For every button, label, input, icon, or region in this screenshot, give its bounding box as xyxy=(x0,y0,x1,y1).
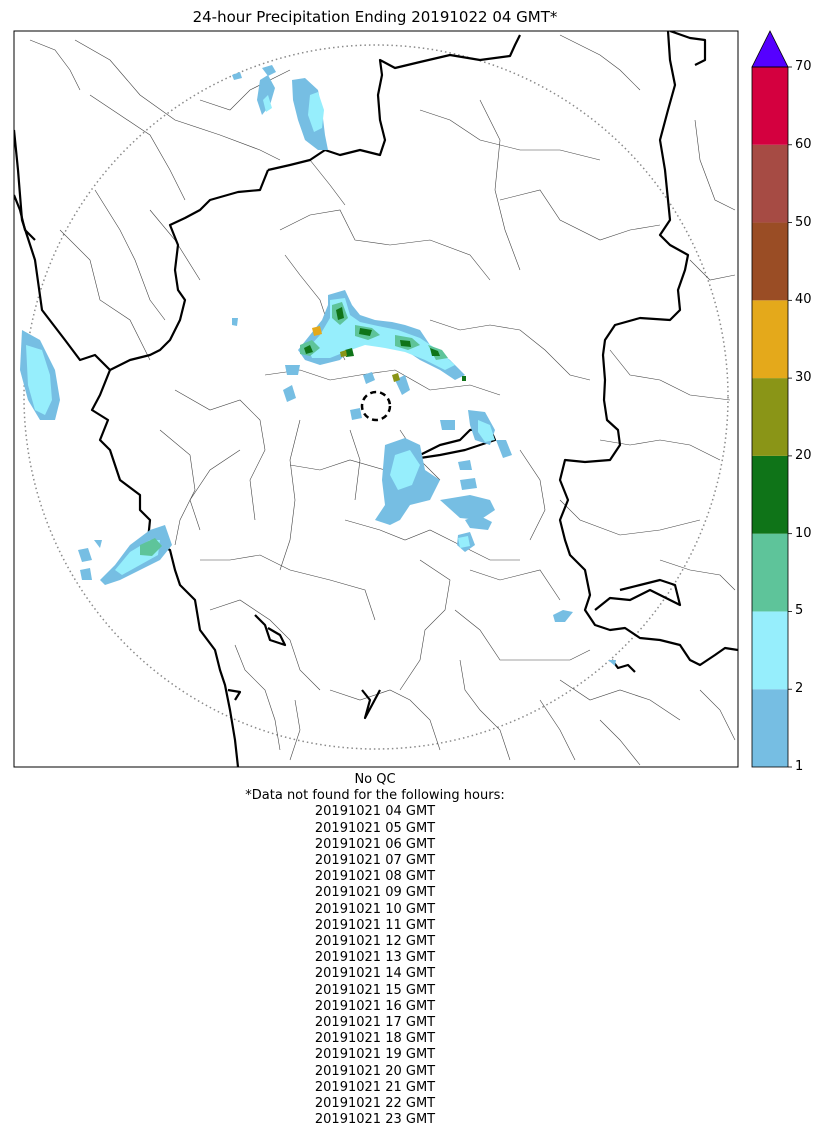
radar-range-ring xyxy=(23,44,729,750)
map-area xyxy=(14,31,738,767)
missing-hour-item: 20191021 08 GMT xyxy=(314,869,436,885)
precipitation-moderate xyxy=(26,92,495,575)
missing-hour-item: 20191021 15 GMT xyxy=(314,982,436,998)
colorbar-tick-label: 60 xyxy=(795,136,812,152)
radar-site-marker xyxy=(360,390,392,422)
map-frame xyxy=(13,30,739,768)
missing-hour-item: 20191021 07 GMT xyxy=(314,853,436,869)
district-boundaries xyxy=(29,34,736,766)
colorbar-segment xyxy=(752,689,788,767)
colorbar-tick-label: 30 xyxy=(795,370,812,386)
precipitation-very-heavy xyxy=(312,326,400,382)
missing-hour-item: 20191021 11 GMT xyxy=(314,917,436,933)
colorbar-tick-label: 5 xyxy=(795,603,804,619)
colorbar-tick-label: 10 xyxy=(795,525,812,541)
missing-hour-item: 20191021 20 GMT xyxy=(314,1063,436,1079)
colorbar-segment xyxy=(752,222,788,301)
colorbar-extend-arrow xyxy=(751,30,789,68)
colorbar-segment xyxy=(752,144,788,223)
precipitation-green xyxy=(140,302,448,556)
colorbar-tick-label: 20 xyxy=(795,447,812,463)
missing-hour-item: 20191021 04 GMT xyxy=(314,804,436,820)
notes-block: No QC *Data not found for the following … xyxy=(0,772,750,1128)
colorbar-segment xyxy=(752,611,788,690)
missing-hours-list: 20191021 04 GMT 20191021 05 GMT 20191021 0… xyxy=(0,804,750,1128)
missing-hour-item: 20191021 14 GMT xyxy=(314,966,436,982)
plot-title: 24-hour Precipitation Ending 20191022 04… xyxy=(192,8,558,26)
missing-hour-item: 20191021 13 GMT xyxy=(314,950,436,966)
missing-hour-item: 20191021 10 GMT xyxy=(314,901,436,917)
missing-hour-item: 20191021 05 GMT xyxy=(314,820,436,836)
colorbar-segment xyxy=(752,67,788,145)
missing-hour-item: 20191021 16 GMT xyxy=(314,998,436,1014)
colorbar-segment xyxy=(752,378,788,456)
colorbar-tick-label: 1 xyxy=(795,759,804,774)
missing-hour-item: 20191021 23 GMT xyxy=(314,1112,436,1128)
state-boundaries xyxy=(14,31,738,767)
precipitation-heavy xyxy=(304,307,466,381)
colorbar-segment xyxy=(752,300,788,379)
colorbar-segment xyxy=(752,533,788,612)
missing-hour-item: 20191021 21 GMT xyxy=(314,1079,436,1095)
colorbar-tick-label: 2 xyxy=(795,681,804,697)
missing-data-note: *Data not found for the following hours: xyxy=(245,788,505,804)
missing-hour-item: 20191021 19 GMT xyxy=(314,1047,436,1063)
colorbar-segment xyxy=(752,455,788,534)
missing-hour-item: 20191021 22 GMT xyxy=(314,1096,436,1112)
colorbar-frame xyxy=(751,66,789,768)
colorbar-tick-label: 50 xyxy=(795,214,812,230)
missing-hour-item: 20191021 18 GMT xyxy=(314,1031,436,1047)
colorbar-tick-label: 70 xyxy=(795,59,812,74)
missing-hour-item: 20191021 17 GMT xyxy=(314,1015,436,1031)
missing-hour-item: 20191021 06 GMT xyxy=(314,836,436,852)
missing-hour-item: 20191021 12 GMT xyxy=(314,934,436,950)
colorbar-tick-label: 40 xyxy=(795,292,812,308)
colorbar xyxy=(751,30,792,768)
qc-status: No QC xyxy=(354,772,396,787)
missing-hour-item: 20191021 09 GMT xyxy=(314,885,436,901)
